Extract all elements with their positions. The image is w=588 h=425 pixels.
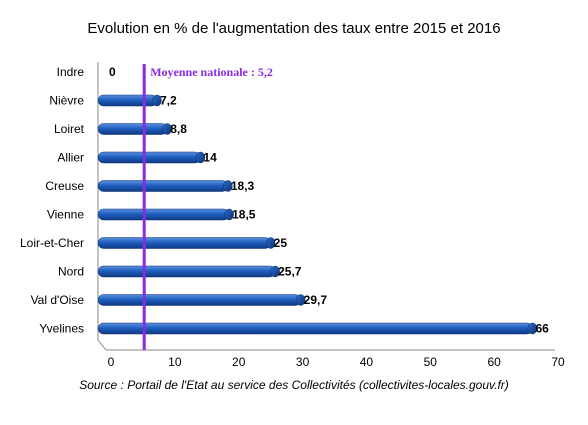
value-label: 0 <box>109 65 116 79</box>
bar-end-cap <box>224 208 234 221</box>
category-label: Loiret <box>54 122 85 136</box>
value-label: 29,7 <box>304 293 328 307</box>
bar <box>97 94 158 107</box>
value-label: 18,5 <box>232 208 256 222</box>
category-label: Loir-et-Cher <box>20 236 84 250</box>
value-label: 18,3 <box>231 179 255 193</box>
value-label: 7,2 <box>160 94 177 108</box>
bar <box>97 237 271 249</box>
chart-title: Evolution en % de l'augmentation des tau… <box>87 20 501 37</box>
value-label: 25 <box>274 236 288 250</box>
value-label: 25,7 <box>278 265 302 279</box>
x-tick-label: 60 <box>487 355 501 369</box>
category-label: Nièvre <box>49 94 84 108</box>
value-labels: 0 7,2 8,8 14 18,3 18,5 25 25,729,7 66 <box>109 65 549 336</box>
x-tick-label: 10 <box>168 355 182 369</box>
source-note: Source : Portail de l'Etat au service de… <box>79 378 509 392</box>
bar-end-cap <box>295 294 306 306</box>
category-label: Allier <box>57 151 84 165</box>
bar <box>97 123 168 135</box>
value-label: 66 <box>535 322 549 336</box>
bar <box>97 151 201 164</box>
value-label: 8,8 <box>170 122 187 136</box>
category-label: Creuse <box>45 179 84 193</box>
bar <box>97 322 533 335</box>
category-label: Yvelines <box>39 322 84 336</box>
bar-end-cap <box>223 180 233 192</box>
bar <box>97 265 276 278</box>
category-labels: Indre Nièvre Loiret Allier Creuse Vienne Loir-… <box>20 65 85 336</box>
bar-end-cap <box>270 265 280 278</box>
plot-frame <box>97 62 555 351</box>
category-label: Indre <box>57 65 85 79</box>
reference-line-label: Moyenne nationale : 5,2 <box>150 65 273 79</box>
category-label: Nord <box>58 265 84 279</box>
x-tick-label: 50 <box>424 355 438 369</box>
bar <box>97 180 229 192</box>
bar-end-cap <box>195 151 206 164</box>
bar-end-cap <box>162 123 172 135</box>
category-label: Vienne <box>47 208 84 222</box>
bar <box>97 294 301 306</box>
bar-end-cap <box>527 322 538 335</box>
x-tick-label: 20 <box>232 355 246 369</box>
category-label: Val d'Oise <box>31 293 85 307</box>
value-label: 14 <box>203 151 217 165</box>
reference-line-group: Moyenne nationale : 5,2 <box>142 64 273 350</box>
bar-end-cap <box>265 237 276 249</box>
x-tick-label: 0 <box>108 355 115 369</box>
x-tick-label: 30 <box>296 355 310 369</box>
bar <box>97 208 230 221</box>
bars-group <box>97 94 538 335</box>
x-axis-ticks: 0 10 20 30 40 50 60 70 <box>108 355 565 369</box>
bar-end-cap <box>152 94 162 107</box>
x-tick-label: 70 <box>551 355 565 369</box>
x-tick-label: 40 <box>360 355 374 369</box>
